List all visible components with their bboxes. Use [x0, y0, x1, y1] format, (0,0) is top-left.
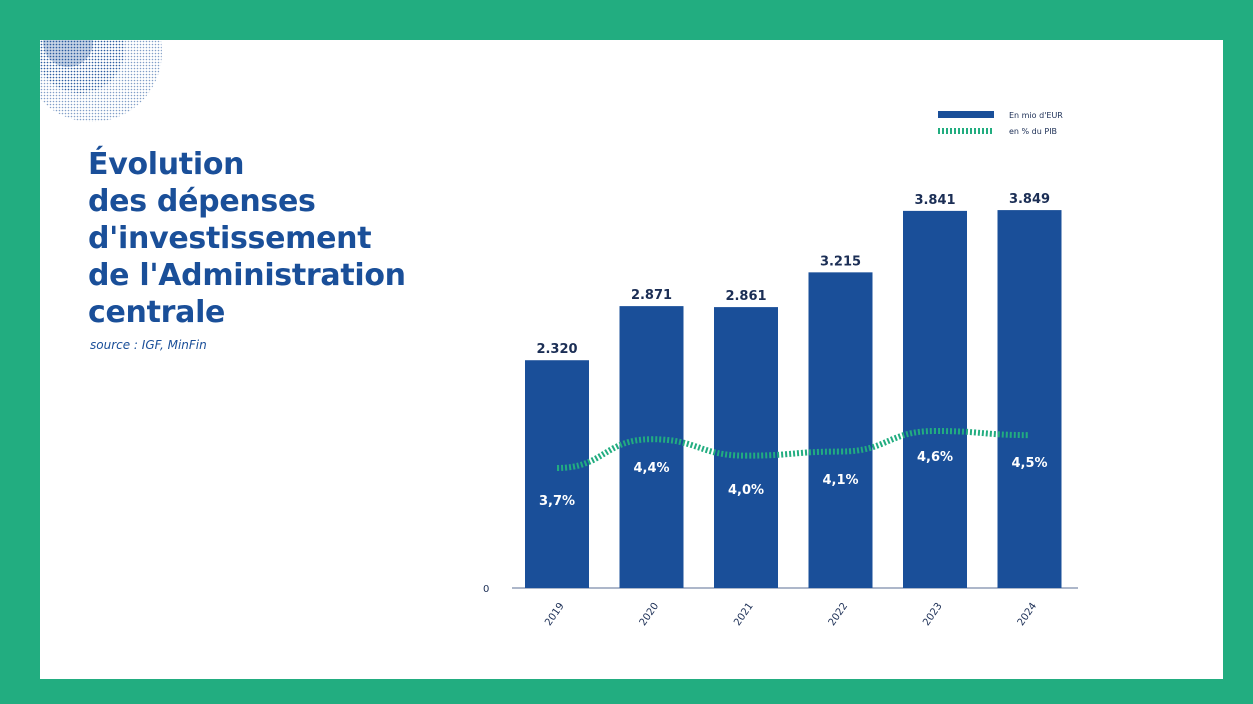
slide: Évolution des dépenses d'investissement …	[40, 40, 1223, 679]
bar	[997, 210, 1062, 588]
legend-bar-swatch	[938, 111, 994, 118]
pct-label: 4,4%	[633, 461, 669, 476]
bar-value-label: 2.320	[536, 342, 577, 357]
legend-line-label: en % du PIB	[1009, 127, 1057, 136]
title-line: Évolution	[88, 147, 245, 182]
pct-label: 4,0%	[728, 483, 764, 498]
chart: 0 2.320 2019 2.871 2020 2.861 2021 3.215 2022 3.8…	[483, 111, 1078, 628]
bar-value-label: 2.871	[631, 288, 672, 303]
x-tick-label: 2021	[732, 601, 756, 628]
dot-texture-decoration	[40, 40, 162, 122]
pct-line	[556, 427, 1030, 471]
x-tick-label: 2023	[921, 601, 945, 628]
pct-label: 4,6%	[917, 450, 953, 465]
title-line: des dépenses	[88, 184, 316, 219]
title-line: d'investissement	[88, 221, 372, 256]
bar-value-label: 3.841	[914, 193, 955, 208]
y-tick-label: 0	[483, 584, 489, 595]
x-tick-label: 2020	[638, 601, 662, 628]
x-tick-label: 2022	[827, 601, 851, 628]
bar-value-label: 3.849	[1009, 192, 1050, 207]
x-tick-label: 2024	[1016, 601, 1040, 628]
title-line: de l'Administration	[88, 258, 406, 293]
pct-label: 3,7%	[539, 494, 575, 509]
legend-bar-label: En mio d'EUR	[1009, 111, 1063, 120]
bar	[619, 306, 684, 588]
title-line: centrale	[88, 295, 226, 330]
pct-label: 4,1%	[822, 473, 858, 488]
bar-value-label: 2.861	[725, 289, 766, 304]
bar	[903, 210, 967, 588]
bar	[808, 272, 873, 588]
bar	[714, 307, 778, 588]
pct-label: 4,5%	[1011, 456, 1047, 471]
page-title: Évolution des dépenses d'investissement …	[88, 146, 406, 331]
bar	[525, 360, 589, 588]
bar-value-label: 3.215	[820, 254, 861, 269]
x-tick-label: 2019	[543, 601, 567, 628]
source-note: source : IGF, MinFin	[90, 338, 207, 352]
